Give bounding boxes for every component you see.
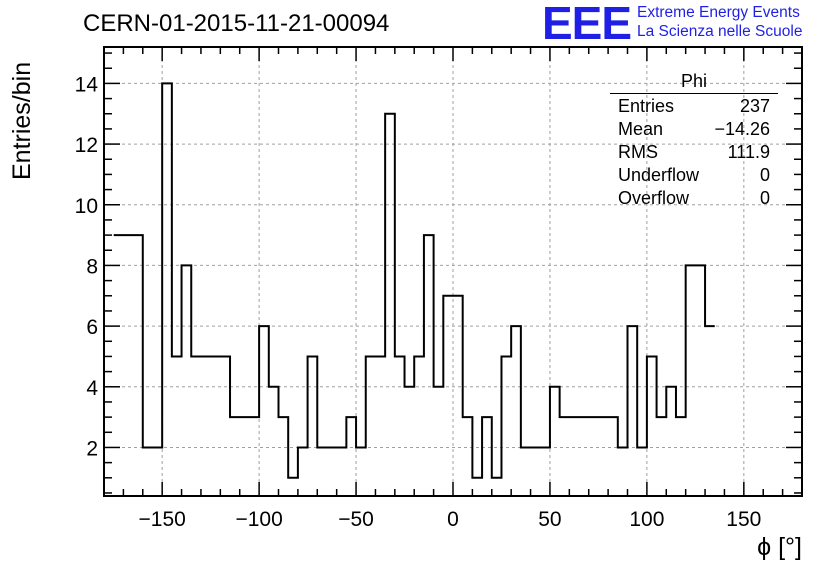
histogram-bin — [356, 447, 366, 496]
stats-label: RMS — [618, 142, 658, 162]
histogram-bin — [453, 296, 463, 496]
histogram-bin — [162, 83, 172, 496]
eee-logo: EEE — [542, 0, 632, 49]
y-tick-label: 14 — [75, 73, 99, 96]
histogram-bin — [259, 326, 269, 496]
histogram-bin — [191, 356, 201, 496]
histogram-bin — [346, 417, 356, 496]
histogram-bin — [540, 447, 550, 496]
stats-title: Phi — [610, 71, 778, 94]
histogram-bin — [182, 265, 192, 496]
stats-value: 111.9 — [727, 142, 770, 162]
histogram-bin — [279, 417, 289, 496]
y-tick-label: 8 — [86, 255, 98, 278]
x-tick-label: −50 — [338, 508, 374, 531]
histogram-bin — [676, 417, 686, 496]
histogram-bin — [501, 356, 511, 496]
x-axis-label: ϕ [°] — [757, 533, 802, 561]
histogram-bin — [395, 356, 405, 496]
y-axis-label: Entries/bin — [8, 61, 36, 180]
x-tick-label: 100 — [629, 508, 664, 531]
y-tick-label: 12 — [75, 134, 98, 157]
histogram-bin — [589, 417, 599, 496]
histogram-bin — [569, 417, 579, 496]
x-tick-label: 150 — [726, 508, 761, 531]
histogram-bin — [269, 387, 279, 496]
histogram-bin — [434, 387, 444, 496]
histogram-bin — [152, 447, 162, 496]
stats-row-rms: RMS 111.9 — [610, 141, 778, 164]
histogram-bin — [114, 235, 133, 496]
histogram-bin — [327, 447, 346, 496]
histogram-bin — [560, 417, 570, 496]
histogram-bin — [443, 296, 453, 496]
y-tick-label: 4 — [86, 377, 98, 400]
y-tick-label: 10 — [75, 195, 98, 218]
histogram-bin — [385, 114, 395, 496]
histogram-bin — [618, 447, 628, 496]
histogram-bin — [463, 417, 473, 496]
histogram-bin — [143, 447, 153, 496]
stats-value: 237 — [739, 96, 770, 116]
stats-label: Underflow — [618, 165, 700, 185]
histogram-bin — [230, 417, 259, 496]
histogram-bin — [637, 447, 647, 496]
x-tick-label: 50 — [538, 508, 561, 531]
histogram-bin — [511, 326, 521, 496]
y-tick-label: 2 — [86, 437, 98, 460]
x-tick-label: −150 — [139, 508, 186, 531]
histogram-bin — [414, 356, 424, 496]
histogram-bin — [686, 265, 696, 496]
stats-label: Mean — [618, 119, 664, 139]
histogram-bin — [172, 356, 182, 496]
histogram-bin — [482, 417, 492, 496]
histogram-bin — [647, 356, 657, 496]
stats-value: 0 — [759, 188, 770, 208]
stats-row-entries: Entries 237 — [610, 95, 778, 118]
stats-value: −14.26 — [714, 119, 770, 139]
stats-row-overflow: Overflow 0 — [610, 187, 778, 210]
histogram-bin — [579, 417, 589, 496]
histogram-bin — [298, 447, 308, 496]
histogram-bin — [308, 356, 318, 496]
histogram-line — [113, 82, 715, 479]
x-tick-label: 0 — [447, 508, 459, 531]
histogram-bin — [657, 417, 667, 496]
histogram-bin — [550, 387, 560, 496]
histogram-bin — [366, 356, 376, 496]
histogram-bin — [201, 356, 230, 496]
stats-value: 0 — [759, 165, 770, 185]
histogram-bin — [695, 265, 705, 496]
histogram-bin — [531, 447, 541, 496]
chart-title: CERN-01-2015-11-21-00094 — [83, 10, 390, 37]
histogram-bin — [375, 356, 385, 496]
stats-row-mean: Mean −14.26 — [610, 118, 778, 141]
stats-box: Phi Entries 237 Mean −14.26 RMS 111.9 Un… — [610, 71, 778, 210]
histogram-bin — [666, 387, 676, 496]
logo-line-1: Extreme Energy Events — [637, 4, 800, 21]
histogram-bin — [628, 326, 638, 496]
y-tick-label: 6 — [86, 316, 98, 339]
histogram-bin — [288, 478, 298, 496]
logo-caption: Extreme Energy Events La Scienza nelle S… — [637, 3, 802, 41]
histogram-bin — [133, 235, 143, 496]
stats-row-underflow: Underflow 0 — [610, 164, 778, 187]
histogram-bin — [424, 235, 434, 496]
histogram-bin — [317, 447, 327, 496]
histogram-bin — [608, 417, 618, 496]
histogram-bin — [405, 387, 415, 496]
histogram-bin — [472, 478, 482, 496]
plot-frame — [103, 46, 803, 497]
stats-label: Entries — [618, 96, 675, 116]
logo-line-2: La Scienza nelle Scuole — [637, 23, 803, 40]
histogram-bin — [598, 417, 608, 496]
stats-label: Overflow — [618, 188, 690, 208]
histogram-bin — [492, 478, 502, 496]
histogram-bin — [521, 447, 531, 496]
histogram-bin — [705, 326, 715, 496]
x-tick-label: −100 — [235, 508, 282, 531]
